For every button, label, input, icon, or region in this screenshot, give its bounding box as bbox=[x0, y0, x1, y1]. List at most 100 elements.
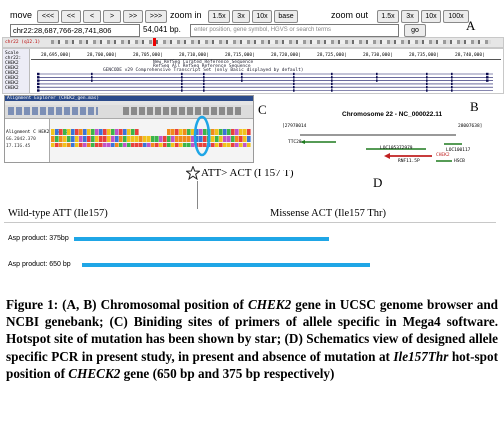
move-button-5[interactable]: >>> bbox=[145, 10, 167, 23]
gene-exon bbox=[451, 82, 453, 86]
zoom-out-button-2[interactable]: 10x bbox=[421, 10, 441, 23]
product-650-bar bbox=[82, 263, 370, 267]
menu-bar bbox=[5, 101, 253, 105]
gene-exon bbox=[293, 86, 295, 89]
wild-type-label: Wild-type ATT (Ile157) bbox=[8, 208, 108, 219]
zoom-in-button-2[interactable]: 10x bbox=[252, 10, 272, 23]
zoom-in-label: zoom in bbox=[170, 10, 202, 20]
zoom-out-button-1[interactable]: 3x bbox=[401, 10, 419, 23]
gene-label-rnf: RNF11.5P bbox=[398, 159, 420, 164]
nucleotide-cell bbox=[147, 136, 151, 142]
zoom-in-button-1[interactable]: 3x bbox=[232, 10, 250, 23]
gene-exon bbox=[91, 76, 93, 79]
nucleotide-cell bbox=[247, 143, 251, 147]
gene-exon bbox=[331, 86, 333, 89]
nucleotide-cell bbox=[179, 143, 183, 147]
nucleotide-cell bbox=[179, 136, 183, 142]
nucleotide-cell bbox=[55, 129, 59, 135]
caption-part3: hot-spot position of bbox=[6, 348, 498, 381]
zoom-out-button-0[interactable]: 1.5x bbox=[377, 10, 399, 23]
nucleotide-cell bbox=[135, 143, 139, 147]
gene-exon bbox=[376, 79, 378, 82]
nucleotide-cell bbox=[71, 143, 75, 147]
caption-gene2: CHECK2 bbox=[68, 365, 121, 381]
nucleotide-cell bbox=[227, 143, 231, 147]
product-375-bar bbox=[74, 237, 329, 241]
nucleotide-cell bbox=[75, 129, 79, 135]
nucleotide-cell bbox=[159, 143, 163, 147]
gene-exon bbox=[426, 86, 428, 89]
gene-exon bbox=[331, 89, 333, 92]
zoom-in-button-3[interactable]: base bbox=[274, 10, 298, 23]
position-input[interactable]: chr22:28,687,766-28,741,806 bbox=[10, 24, 140, 37]
nucleotide-cell bbox=[79, 129, 83, 135]
nucleotide-cell bbox=[139, 136, 143, 142]
track-label-column bbox=[3, 49, 30, 93]
nucleotide-cell bbox=[143, 143, 147, 147]
nucleotide-cell bbox=[235, 129, 239, 135]
window-titlebar bbox=[5, 96, 253, 101]
gene-exon bbox=[37, 79, 40, 82]
track-area: Scale chr22: CHEK2 CHEK2 CHEK2 CHEK2 CHEK2 CHEK… bbox=[2, 48, 504, 94]
move-button-2[interactable]: < bbox=[83, 10, 101, 23]
scale-tick: 28,725,000| bbox=[317, 53, 347, 58]
track-label: CHEK2 bbox=[5, 66, 19, 71]
nucleotide-cell bbox=[87, 136, 91, 142]
move-button-1[interactable]: << bbox=[61, 10, 81, 23]
gene-exon bbox=[181, 79, 183, 82]
zoom-out-button-3[interactable]: 100x bbox=[443, 10, 469, 23]
scale-tick: 28,740,000| bbox=[455, 53, 485, 58]
gene-exon bbox=[203, 82, 205, 86]
nucleotide-cell bbox=[143, 136, 147, 142]
track-label: CHEK2 bbox=[5, 61, 19, 66]
nucleotide-cell bbox=[175, 129, 179, 135]
nucleotide-cell bbox=[223, 129, 227, 135]
nucleotide-cell bbox=[167, 129, 171, 135]
caption-gene1: CHEK2 bbox=[247, 297, 292, 312]
nucleotide-cell bbox=[111, 143, 115, 147]
nucleotide-cell bbox=[131, 136, 135, 142]
nucleotide-cell bbox=[87, 129, 91, 135]
gene-exon bbox=[426, 82, 428, 86]
nucleotide-cell bbox=[235, 136, 239, 142]
gene-exon bbox=[376, 72, 378, 76]
nucleotide-cell bbox=[187, 143, 191, 147]
nucleotide-cell bbox=[59, 136, 63, 142]
track-label: CHEK2 bbox=[5, 71, 19, 76]
window-title: Alignment Explorer (CHEK2_gen.mas) bbox=[7, 96, 100, 101]
gene-exon bbox=[426, 79, 428, 82]
scale-tick: 28,730,000| bbox=[363, 53, 393, 58]
nucleotide-cell bbox=[103, 143, 107, 147]
chromosome-ideogram: chr22 (q12.1) bbox=[2, 37, 504, 48]
nucleotide-cell bbox=[103, 136, 107, 142]
nucleotide-cell bbox=[75, 136, 79, 142]
nucleotide-cell bbox=[191, 136, 195, 142]
ideogram-position-marker bbox=[153, 38, 156, 46]
nucleotide-cell bbox=[63, 136, 67, 142]
nucleotide-cell bbox=[199, 129, 203, 135]
go-button[interactable]: go bbox=[404, 24, 426, 37]
nucleotide-cell bbox=[195, 136, 199, 142]
move-button-4[interactable]: >> bbox=[123, 10, 143, 23]
gene-exon bbox=[241, 76, 243, 79]
gene-exon bbox=[293, 89, 295, 92]
nucleotide-cell bbox=[159, 136, 163, 142]
search-input[interactable]: enter position, gene symbol, HGVS or sea… bbox=[190, 24, 399, 37]
nucleotide-cell bbox=[59, 143, 63, 147]
nucleotide-cell bbox=[103, 129, 107, 135]
gene-exon bbox=[451, 76, 453, 79]
nucleotide-cell bbox=[107, 129, 111, 135]
nucleotide-cell bbox=[231, 143, 235, 147]
move-button-0[interactable]: <<< bbox=[37, 10, 59, 23]
nucleotide-cell bbox=[195, 129, 199, 135]
move-button-3[interactable]: > bbox=[103, 10, 121, 23]
divider-line bbox=[197, 181, 198, 209]
panel-d-letter: D bbox=[373, 175, 383, 190]
nucleotide-cell bbox=[175, 143, 179, 147]
nucleotide-cell bbox=[183, 129, 187, 135]
missense-label: Missense ACT (Ile157 Thr) bbox=[270, 208, 386, 219]
nucleotide-cell bbox=[247, 136, 251, 142]
nucleotide-cell bbox=[191, 143, 195, 147]
zoom-in-button-0[interactable]: 1.5x bbox=[208, 10, 230, 23]
sequence-names-column: Alignment C HEK2 (I8 bp) GG.2042.370 I7.… bbox=[5, 119, 71, 162]
